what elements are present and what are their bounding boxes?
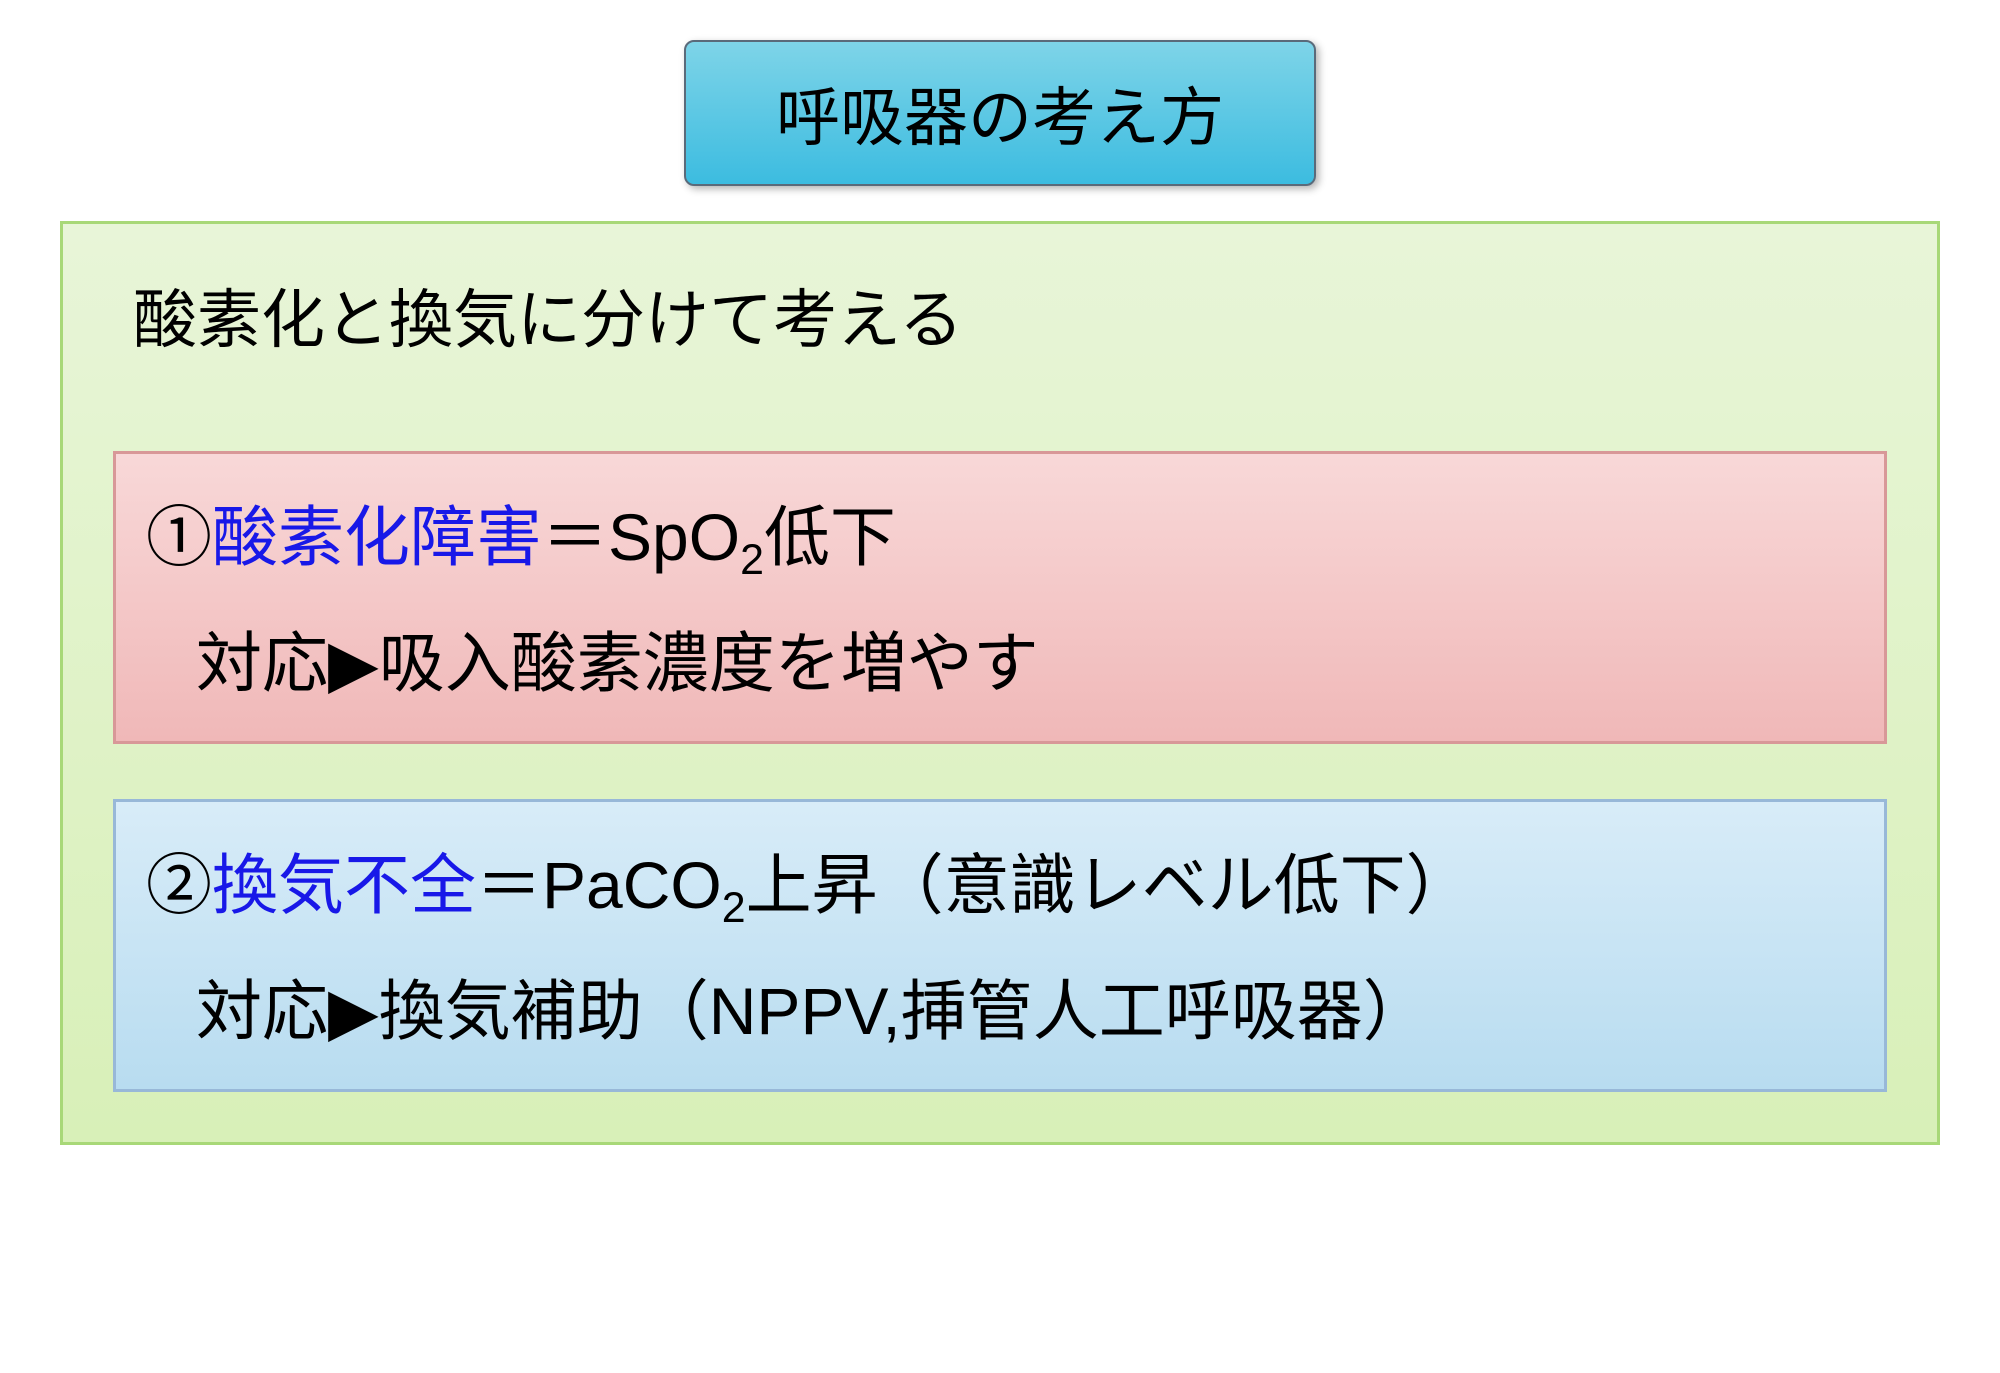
box2-number: ② bbox=[146, 848, 212, 922]
box2-line1-after-sub: 上昇（意識レベル低下） bbox=[746, 848, 1472, 922]
box1-line1-before-sub: ＝SpO bbox=[542, 500, 740, 574]
box1-highlight: 酸素化障害 bbox=[212, 500, 542, 574]
box1-line2-prefix: 対応 bbox=[196, 626, 328, 700]
box1-line2: 対応▶吸入酸素濃度を増やす bbox=[146, 610, 1854, 706]
subtitle-text: 酸素化と換気に分けて考える bbox=[133, 269, 1887, 361]
box1-line1: ①酸素化障害＝SpO2低下 bbox=[146, 484, 1854, 585]
content-box-2: ②換気不全＝PaCO2上昇（意識レベル低下） 対応▶換気補助（NPPV,挿管人工… bbox=[113, 799, 1887, 1092]
main-container: 酸素化と換気に分けて考える ①酸素化障害＝SpO2低下 対応▶吸入酸素濃度を増や… bbox=[60, 221, 1940, 1145]
box2-line2-suffix: 換気補助（NPPV,挿管人工呼吸器） bbox=[379, 974, 1429, 1048]
box2-subscript: 2 bbox=[722, 884, 746, 932]
box2-line1-before-sub: ＝PaCO bbox=[476, 848, 722, 922]
box1-number: ① bbox=[146, 500, 212, 574]
box1-line2-suffix: 吸入酸素濃度を増やす bbox=[379, 626, 1039, 700]
box2-line2-prefix: 対応 bbox=[196, 974, 328, 1048]
box2-line2: 対応▶換気補助（NPPV,挿管人工呼吸器） bbox=[146, 958, 1854, 1054]
content-box-1: ①酸素化障害＝SpO2低下 対応▶吸入酸素濃度を増やす bbox=[113, 451, 1887, 744]
box2-highlight: 換気不全 bbox=[212, 848, 476, 922]
title-text: 呼吸器の考え方 bbox=[776, 67, 1224, 159]
triangle-icon: ▶ bbox=[328, 625, 379, 702]
box1-line1-after-sub: 低下 bbox=[764, 500, 896, 574]
title-box: 呼吸器の考え方 bbox=[684, 40, 1316, 186]
triangle-icon: ▶ bbox=[328, 973, 379, 1050]
box2-line1: ②換気不全＝PaCO2上昇（意識レベル低下） bbox=[146, 832, 1854, 933]
box1-subscript: 2 bbox=[740, 536, 764, 584]
